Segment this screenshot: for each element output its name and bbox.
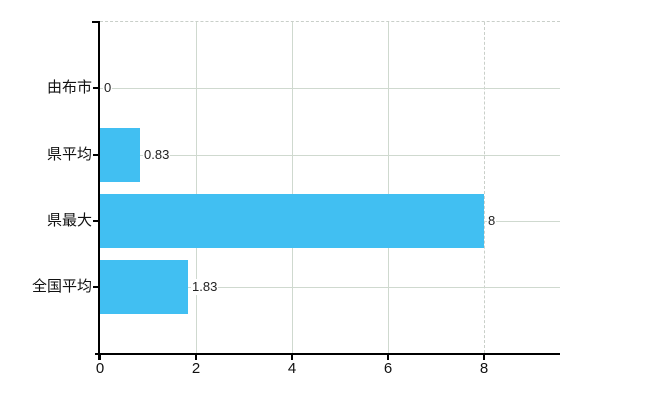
x-axis-label: 8 (479, 360, 489, 377)
category-label: 県平均 (46, 146, 92, 163)
horizontal-gridline (100, 88, 560, 89)
vertical-gridline (388, 22, 389, 353)
x-axis-label: 0 (95, 360, 105, 377)
horizontal-gridline (100, 287, 560, 288)
y-axis-line (98, 21, 100, 360)
category-label: 県最大 (46, 212, 92, 229)
category-label: 由布市 (46, 79, 92, 96)
bar-value-label: 0.83 (143, 147, 171, 163)
vertical-gridline (196, 22, 197, 353)
bar[interactable] (100, 260, 188, 314)
x-axis-tick (387, 355, 389, 360)
x-axis-tick (99, 355, 101, 360)
x-axis-label: 4 (287, 360, 297, 377)
x-axis-tick (483, 355, 485, 360)
bar-value-label: 0 (103, 80, 113, 96)
x-axis-label: 2 (191, 360, 201, 377)
vertical-gridline-dashed (484, 22, 485, 353)
y-axis-tick (93, 286, 100, 288)
vertical-gridline (292, 22, 293, 353)
x-axis-label: 6 (383, 360, 393, 377)
x-axis-tick (291, 355, 293, 360)
y-axis-top-tick (92, 21, 100, 23)
category-label: 全国平均 (31, 278, 92, 295)
x-axis-tick (195, 355, 197, 360)
y-axis-tick (93, 154, 100, 156)
bar[interactable] (100, 194, 484, 248)
bar-value-label: 1.83 (191, 279, 219, 295)
plot-top-border (100, 21, 560, 22)
y-axis-tick (93, 220, 100, 222)
x-axis-line (95, 353, 560, 355)
y-axis-tick (93, 87, 100, 89)
horizontal-gridline (100, 155, 560, 156)
bar[interactable] (100, 128, 140, 182)
bar-value-label: 8 (487, 213, 497, 229)
